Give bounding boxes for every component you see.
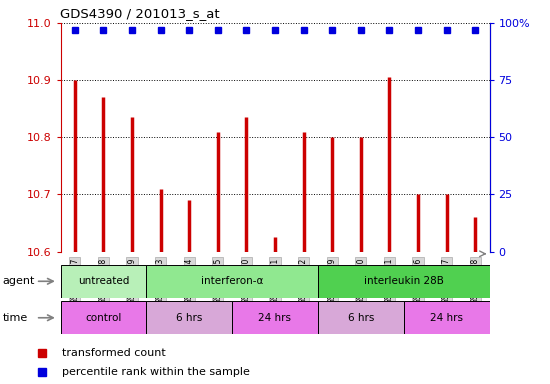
Bar: [60, 265, 146, 298]
Text: 24 hrs: 24 hrs: [258, 313, 292, 323]
Bar: [318, 301, 404, 334]
Text: percentile rank within the sample: percentile rank within the sample: [62, 367, 250, 377]
Bar: [404, 301, 490, 334]
Bar: [146, 301, 232, 334]
Text: interferon-α: interferon-α: [201, 276, 263, 286]
Text: transformed count: transformed count: [62, 348, 166, 358]
Text: 6 hrs: 6 hrs: [348, 313, 374, 323]
Bar: [60, 301, 146, 334]
Text: control: control: [85, 313, 122, 323]
Text: untreated: untreated: [78, 276, 129, 286]
Text: interleukin 28B: interleukin 28B: [364, 276, 444, 286]
Bar: [318, 265, 490, 298]
Text: 24 hrs: 24 hrs: [430, 313, 463, 323]
Bar: [232, 301, 318, 334]
Text: 6 hrs: 6 hrs: [176, 313, 202, 323]
Text: GDS4390 / 201013_s_at: GDS4390 / 201013_s_at: [60, 7, 220, 20]
Bar: [146, 265, 318, 298]
Text: time: time: [3, 313, 28, 323]
Text: agent: agent: [3, 276, 35, 286]
